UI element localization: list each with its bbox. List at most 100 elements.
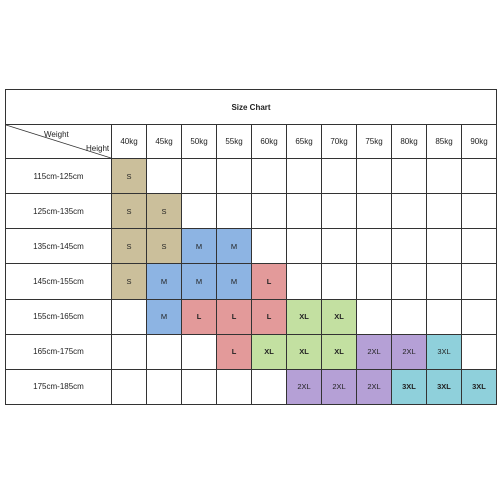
height-label-cell: 175cm-185cm — [5, 368, 112, 406]
weight-header-90kg: 90kg — [461, 124, 497, 159]
size-cell — [321, 228, 357, 265]
size-cell: XL — [251, 333, 287, 370]
size-cell — [251, 193, 287, 230]
height-label-cell: 125cm-135cm — [5, 193, 112, 230]
size-cell — [251, 368, 287, 406]
size-cell: 3XL — [461, 368, 497, 406]
size-cell — [286, 263, 322, 300]
size-cell — [391, 193, 427, 230]
size-cell — [181, 193, 217, 230]
size-cell: S — [111, 263, 147, 300]
table-row: 145cm-155cm S M M M L — [5, 263, 497, 300]
size-cell — [321, 193, 357, 230]
weight-header-85kg: 85kg — [426, 124, 462, 159]
size-cell — [461, 298, 497, 335]
size-cell — [146, 368, 182, 406]
size-cell — [181, 368, 217, 406]
weight-header-55kg: 55kg — [216, 124, 252, 159]
size-cell: 3XL — [426, 368, 462, 406]
size-cell: L — [181, 298, 217, 335]
size-chart-table: Size Chart Weight Height 40kg 45kg 50kg 55k… — [5, 89, 497, 406]
height-label-cell: 145cm-155cm — [5, 263, 112, 300]
size-cell — [321, 263, 357, 300]
table-row: 125cm-135cm S S — [5, 193, 497, 230]
table-row: 115cm-125cm S — [5, 157, 497, 195]
size-cell: 3XL — [391, 368, 427, 406]
size-cell — [426, 228, 462, 265]
size-cell — [146, 157, 182, 195]
size-cell — [426, 193, 462, 230]
size-cell — [286, 193, 322, 230]
size-cell — [181, 157, 217, 195]
size-cell — [216, 157, 252, 195]
table-row: 175cm-185cm 2XL 2XL 2XL 3XL 3XL 3XL — [5, 368, 497, 406]
size-cell: L — [216, 333, 252, 370]
size-cell: M — [181, 263, 217, 300]
size-cell — [356, 228, 392, 265]
size-cell — [111, 368, 147, 406]
table-row: 155cm-165cm M L L L XL XL — [5, 298, 497, 335]
size-cell — [426, 157, 462, 195]
size-cell: S — [111, 228, 147, 265]
corner-header: Weight Height — [5, 124, 112, 159]
size-cell: L — [216, 298, 252, 335]
size-cell — [181, 333, 217, 370]
weight-header-row: Weight Height 40kg 45kg 50kg 55kg 60kg 65kg 70… — [5, 124, 497, 159]
height-label-cell: 135cm-145cm — [5, 228, 112, 265]
weight-header-70kg: 70kg — [321, 124, 357, 159]
size-cell: 2XL — [321, 368, 357, 406]
size-cell — [356, 193, 392, 230]
weight-header-60kg: 60kg — [251, 124, 287, 159]
size-cell: 2XL — [286, 368, 322, 406]
weight-header-80kg: 80kg — [391, 124, 427, 159]
table-row: 135cm-145cm S S M M — [5, 228, 497, 265]
size-cell — [216, 193, 252, 230]
height-label-cell: 155cm-165cm — [5, 298, 112, 335]
chart-title: Size Chart — [5, 89, 497, 125]
size-cell — [146, 333, 182, 370]
weight-header-65kg: 65kg — [286, 124, 322, 159]
table-row: 165cm-175cm L XL XL XL 2XL 2XL 3XL — [5, 333, 497, 370]
height-label-cell: 115cm-125cm — [5, 157, 112, 195]
size-cell — [391, 298, 427, 335]
size-cell: M — [146, 263, 182, 300]
size-cell — [251, 228, 287, 265]
size-cell: 3XL — [426, 333, 462, 370]
size-cell — [461, 157, 497, 195]
size-cell — [286, 157, 322, 195]
size-cell — [391, 228, 427, 265]
size-cell: M — [146, 298, 182, 335]
size-cell — [461, 333, 497, 370]
size-cell — [111, 333, 147, 370]
size-cell — [426, 263, 462, 300]
weight-header-50kg: 50kg — [181, 124, 217, 159]
size-cell: L — [251, 263, 287, 300]
weight-label: Weight — [44, 130, 69, 139]
size-chart: Size Chart Weight Height 40kg 45kg 50kg 55k… — [5, 89, 497, 406]
size-cell — [286, 228, 322, 265]
size-cell — [321, 157, 357, 195]
size-cell — [426, 298, 462, 335]
size-cell: XL — [321, 298, 357, 335]
size-cell — [391, 263, 427, 300]
size-cell: 2XL — [356, 368, 392, 406]
size-cell — [356, 263, 392, 300]
height-label-cell: 165cm-175cm — [5, 333, 112, 370]
height-label: Height — [86, 144, 110, 153]
weight-header-45kg: 45kg — [146, 124, 182, 159]
size-cell: S — [146, 193, 182, 230]
size-cell: S — [111, 157, 147, 195]
size-cell: 2XL — [391, 333, 427, 370]
size-cell: S — [146, 228, 182, 265]
size-cell — [461, 228, 497, 265]
weight-header-40kg: 40kg — [111, 124, 147, 159]
size-cell — [461, 193, 497, 230]
size-cell: M — [216, 228, 252, 265]
size-cell — [356, 298, 392, 335]
size-cell: 2XL — [356, 333, 392, 370]
weight-header-75kg: 75kg — [356, 124, 392, 159]
size-cell — [461, 263, 497, 300]
size-cell: XL — [286, 333, 322, 370]
diagonal-line — [6, 125, 111, 158]
size-cell: M — [216, 263, 252, 300]
